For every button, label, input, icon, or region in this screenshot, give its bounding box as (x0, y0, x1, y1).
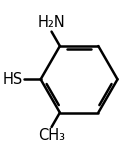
Text: HS: HS (3, 72, 23, 87)
Text: CH₃: CH₃ (38, 128, 65, 143)
Text: H₂N: H₂N (38, 15, 65, 30)
